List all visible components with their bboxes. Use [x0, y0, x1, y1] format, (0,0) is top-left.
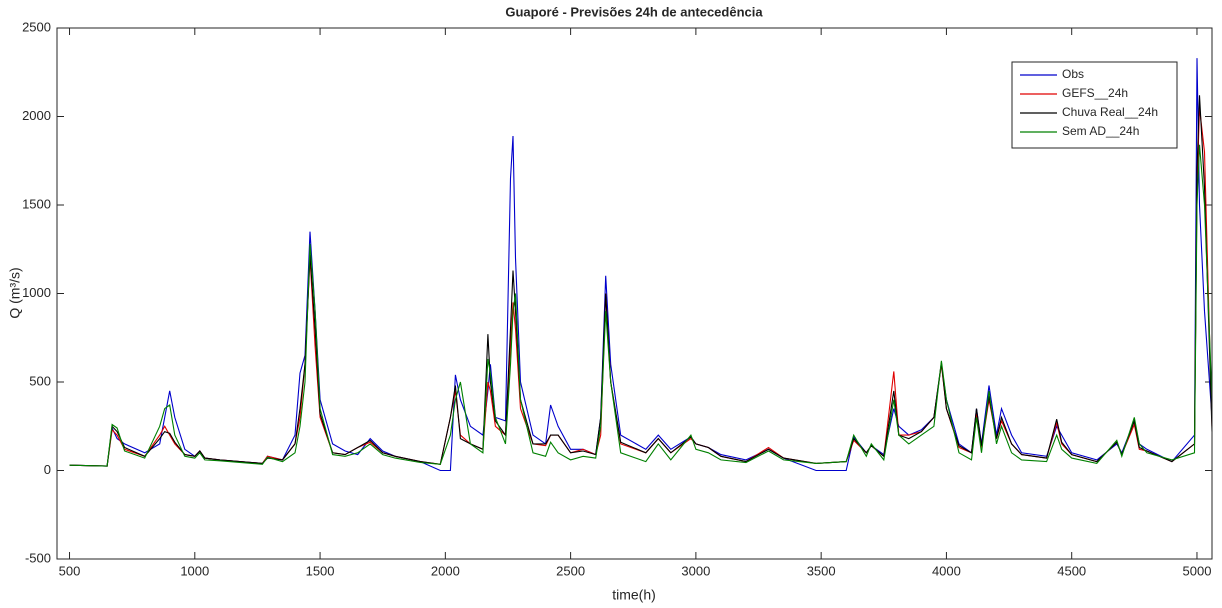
- x-tick-label: 1000: [180, 563, 209, 578]
- y-axis-label: Q (m³/s): [7, 267, 23, 318]
- x-tick-label: 3500: [807, 563, 836, 578]
- x-tick-label: 3000: [681, 563, 710, 578]
- y-tick-label: 2000: [22, 108, 51, 123]
- y-tick-label: 1000: [22, 285, 51, 300]
- y-tick-label: 500: [29, 373, 51, 388]
- x-tick-label: 4000: [932, 563, 961, 578]
- x-tick-label: 500: [59, 563, 81, 578]
- x-axis-label: time(h): [612, 587, 656, 603]
- axes-box: [56, 27, 1213, 560]
- series-line: [69, 95, 1213, 467]
- chart-title: Guaporé - Previsões 24h de antecedência: [505, 4, 763, 19]
- legend-label: Obs: [1062, 67, 1084, 81]
- x-tick-label: 5000: [1183, 563, 1212, 578]
- legend-label: Chuva Real__24h: [1062, 105, 1158, 119]
- y-tick-label: -500: [25, 550, 51, 565]
- y-tick-label: 0: [44, 462, 51, 477]
- legend-label: Sem AD__24h: [1062, 124, 1139, 138]
- x-tick-label: 1500: [306, 563, 335, 578]
- series-line: [69, 144, 1213, 467]
- y-tick-label: 1500: [22, 196, 51, 211]
- x-tick-label: 2000: [431, 563, 460, 578]
- legend-label: GEFS__24h: [1062, 86, 1128, 100]
- x-tick-label: 4500: [1057, 563, 1086, 578]
- legend-box: [1011, 61, 1178, 149]
- x-tick-label: 2500: [556, 563, 585, 578]
- y-tick-label: 2500: [22, 19, 51, 34]
